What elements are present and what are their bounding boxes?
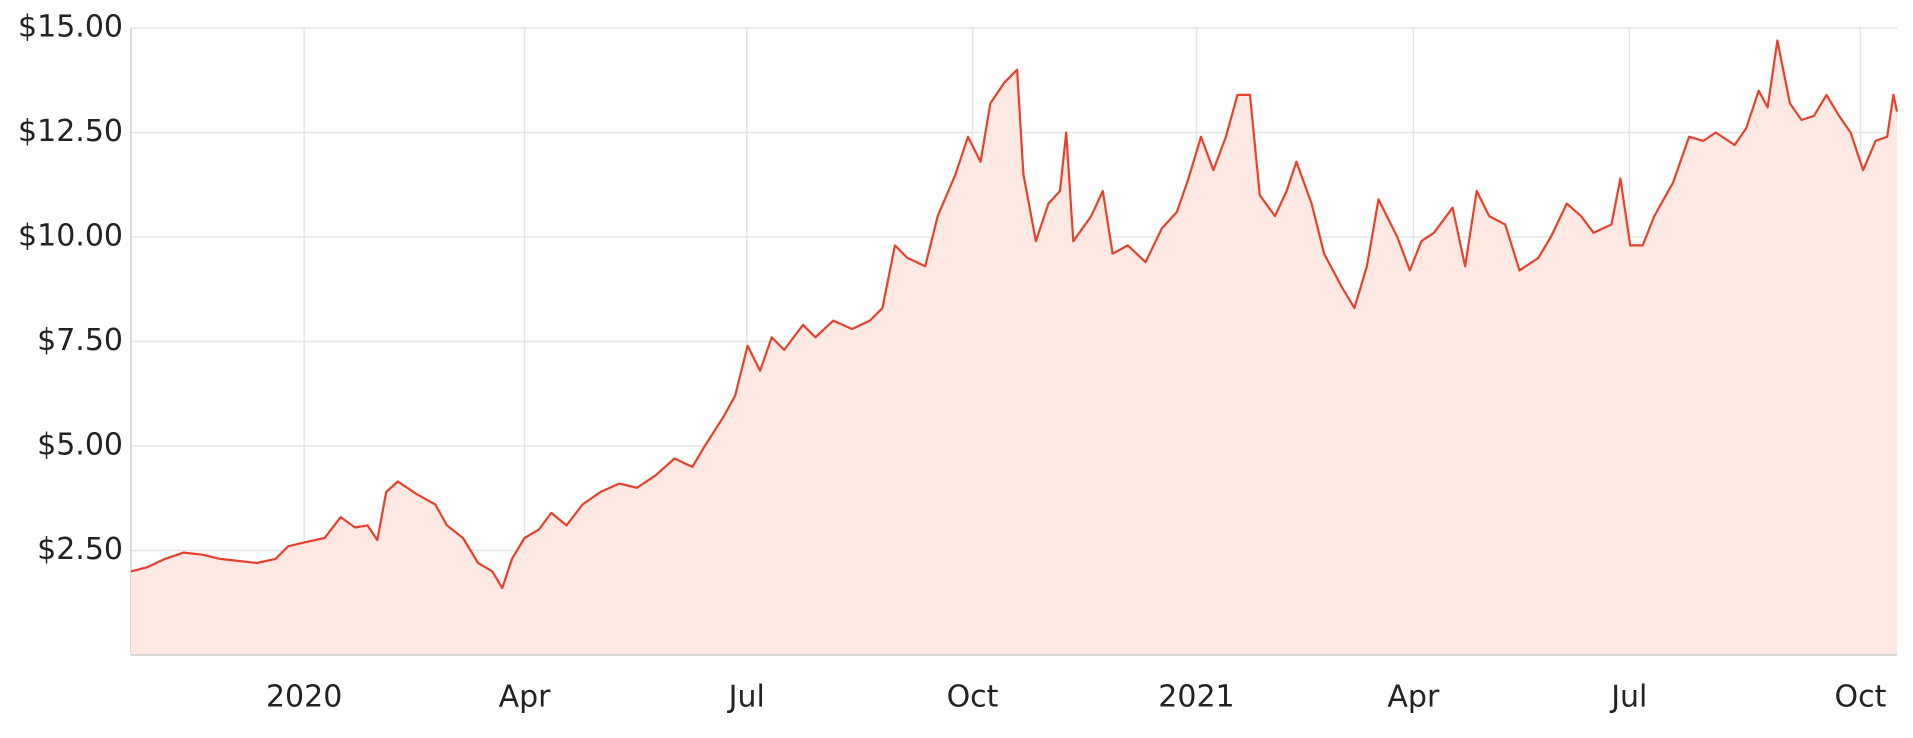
x-tick-label: Jul [727,680,765,715]
y-tick-label: $5.00 [37,428,123,463]
x-tick-label: Oct [947,680,999,715]
y-tick-label: $10.00 [18,219,123,254]
x-tick-label: 2021 [1158,680,1234,715]
x-tick-label: Oct [1834,680,1886,715]
y-tick-label: $7.50 [37,323,123,358]
x-tick-label: Apr [499,680,552,715]
x-tick-label: Jul [1609,680,1647,715]
x-tick-label: 2020 [266,680,342,715]
price-line [130,39,1899,590]
x-tick-label: Apr [1387,680,1440,715]
area-fill [131,40,1897,655]
y-tick-label: $2.50 [37,532,123,567]
y-tick-label: $15.00 [18,10,123,45]
y-tick-label: $12.50 [18,114,123,149]
